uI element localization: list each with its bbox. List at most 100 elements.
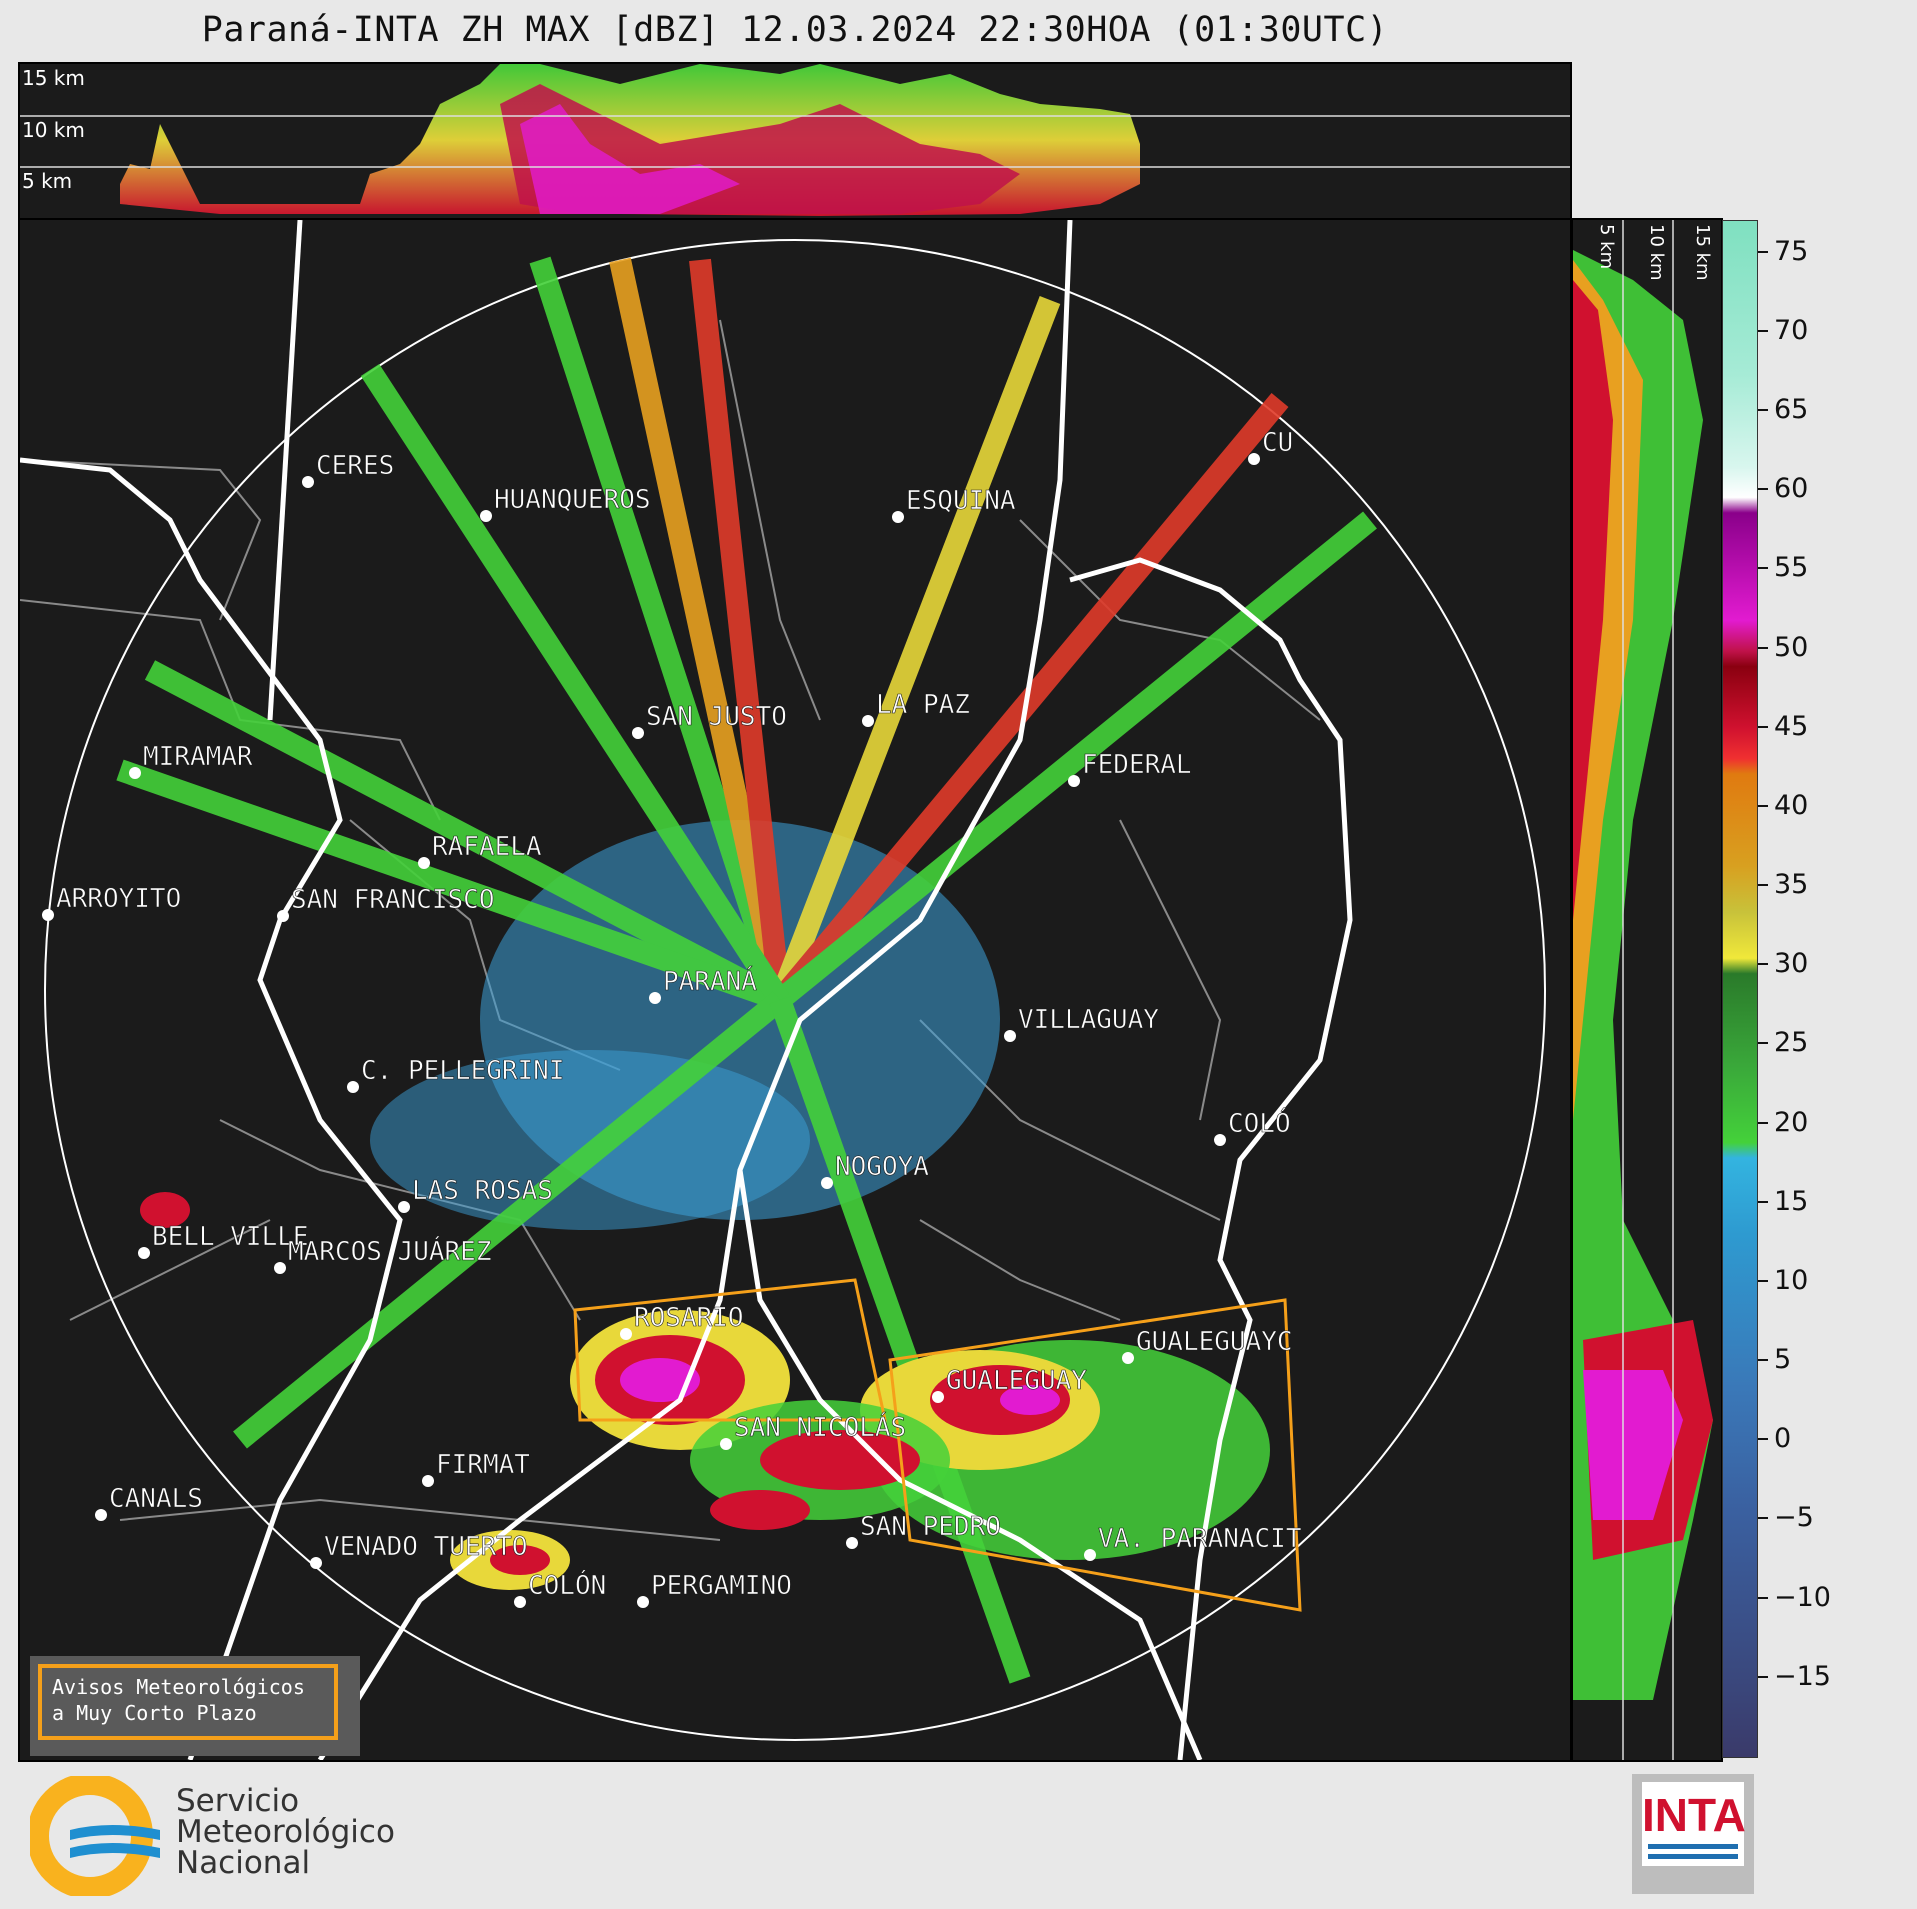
city-label: VA. PARANACIT — [1098, 1524, 1302, 1554]
city-label: NOGOYA — [835, 1152, 929, 1182]
colorbar-tick-label: 5 — [1774, 1344, 1792, 1376]
colorbar-tick-label: 75 — [1774, 235, 1809, 267]
chart-title: Paraná-INTA ZH MAX [dBZ] 12.03.2024 22:3… — [201, 10, 1389, 50]
smn-name: Servicio Meteorológico Nacional — [176, 1786, 395, 1879]
colorbar-tick-mark — [1758, 250, 1768, 253]
top-km-label-10: 10 km — [22, 118, 85, 142]
colorbar-tick-mark — [1758, 725, 1768, 728]
warning-polygon-rosario — [573, 1278, 887, 1422]
colorbar-tick-label: 40 — [1774, 789, 1809, 821]
radar-map-panel: CERES HUANQUEROS ESQUINA CU SAN JUSTO LA PAZ M… — [18, 218, 1572, 1762]
city-label: MIRAMAR — [143, 742, 253, 772]
colorbar-tick-mark — [1758, 1200, 1768, 1203]
city-label: ESQUINA — [906, 486, 1016, 516]
city-marker — [277, 910, 289, 922]
clutter-echo-west — [370, 1050, 810, 1230]
colorbar-tick-mark — [1758, 963, 1768, 966]
province-borders — [20, 220, 1353, 1760]
colorbar-tick-label: 60 — [1774, 473, 1809, 505]
colorbar-tick-label: 15 — [1774, 1185, 1809, 1217]
department-borders — [20, 319, 1321, 1541]
legend-line-1: Avisos Meteorológicos — [52, 1675, 305, 1699]
smn-line-3: Nacional — [176, 1845, 311, 1881]
city-marker — [302, 476, 314, 488]
colorbar-tick-mark — [1758, 1517, 1768, 1520]
city-label: SAN NICOLÁS — [734, 1411, 906, 1443]
city-label: VILLAGUAY — [1018, 1005, 1159, 1035]
side-profile-svg — [1573, 220, 1713, 1760]
smn-logo-wave-1 — [70, 1825, 160, 1840]
colorbar-tick-label: −10 — [1774, 1581, 1831, 1613]
city-marker — [720, 1438, 732, 1450]
colorbar-tick-label: 25 — [1774, 1027, 1809, 1059]
city-marker — [1214, 1134, 1226, 1146]
inta-logo: INTA — [1632, 1774, 1754, 1894]
colorbar-tick-mark — [1758, 567, 1768, 570]
city-label: COLÓN — [528, 1569, 606, 1601]
side-km-label-10: 10 km — [1646, 224, 1667, 281]
colorbar-tick-mark — [1758, 1675, 1768, 1678]
city-label: LAS ROSAS — [412, 1176, 553, 1206]
inta-logo-inner: INTA — [1642, 1782, 1746, 1866]
city-marker — [862, 715, 874, 727]
colorbar-tick-mark — [1758, 804, 1768, 807]
colorbar-tick-label: −15 — [1774, 1660, 1831, 1692]
city-label: VENADO TUERTO — [324, 1532, 528, 1562]
warning-polygons — [573, 1278, 1302, 1612]
top-height-profile-panel: 15 km 10 km 5 km — [18, 62, 1572, 220]
city-marker — [274, 1262, 286, 1274]
colorbar-tick-label: 20 — [1774, 1106, 1809, 1138]
city-label: SAN PEDRO — [860, 1512, 1001, 1542]
colorbar-tick-label: 0 — [1774, 1423, 1792, 1455]
city-label: SAN JUSTO — [646, 702, 787, 732]
smn-logo-wave-2 — [70, 1843, 160, 1858]
city-markers: CERES HUANQUEROS ESQUINA CU SAN JUSTO LA PAZ M… — [42, 428, 1302, 1608]
city-label: CANALS — [109, 1484, 203, 1514]
city-label: SAN FRANCISCO — [291, 885, 495, 915]
colorbar-tick-mark — [1758, 884, 1768, 887]
side-km-label-15: 15 km — [1692, 224, 1713, 281]
colorbar-tick-mark — [1758, 409, 1768, 412]
inta-logo-stripe-1 — [1648, 1844, 1738, 1849]
reflectivity-colorbar — [1722, 220, 1758, 1758]
colorbar-tick-label: −5 — [1774, 1502, 1814, 1534]
city-marker — [398, 1201, 410, 1213]
colorbar-tick-label: 55 — [1774, 552, 1809, 584]
colorbar-tick-label: 45 — [1774, 710, 1809, 742]
city-marker — [932, 1391, 944, 1403]
side-height-profile-panel: 5 km 10 km 15 km — [1571, 218, 1723, 1762]
colorbar-tick-label: 10 — [1774, 1264, 1809, 1296]
top-profile-peak — [520, 104, 740, 214]
legend-warning-label: Avisos Meteorológicos a Muy Corto Plazo — [38, 1664, 338, 1740]
colorbar-tick-label: 50 — [1774, 631, 1809, 663]
colorbar-tick-mark — [1758, 1279, 1768, 1282]
smn-line-2: Meteorológico — [176, 1814, 395, 1850]
city-label: ROSARIO — [634, 1303, 744, 1333]
colorbar-tick-mark — [1758, 646, 1768, 649]
side-km-label-5: 5 km — [1596, 224, 1617, 270]
top-km-label-15: 15 km — [22, 66, 85, 90]
colorbar-tick-label: 35 — [1774, 869, 1809, 901]
city-label: FEDERAL — [1082, 750, 1192, 780]
city-marker — [892, 511, 904, 523]
city-label: GUALEGUAYC — [1136, 1327, 1293, 1357]
smn-line-1: Servicio — [176, 1783, 300, 1819]
city-marker — [418, 857, 430, 869]
city-label: HUANQUEROS — [494, 485, 651, 515]
range-ring — [44, 239, 1546, 1741]
colorbar-tick-mark — [1758, 1121, 1768, 1124]
city-marker — [422, 1475, 434, 1487]
top-profile-svg — [20, 64, 1570, 216]
city-marker — [1004, 1030, 1016, 1042]
radial-spokes — [116, 256, 1377, 1684]
city-label: LA PAZ — [876, 690, 970, 720]
city-marker — [514, 1596, 526, 1608]
city-marker — [1122, 1352, 1134, 1364]
city-label: ARROYITO — [56, 884, 181, 914]
colorbar-tick-mark — [1758, 1359, 1768, 1362]
city-label: BELL VILLE — [152, 1222, 309, 1252]
city-marker — [620, 1328, 632, 1340]
city-label: PARANÁ — [663, 965, 757, 997]
city-marker — [1068, 775, 1080, 787]
colorbar-tick-mark — [1758, 1042, 1768, 1045]
